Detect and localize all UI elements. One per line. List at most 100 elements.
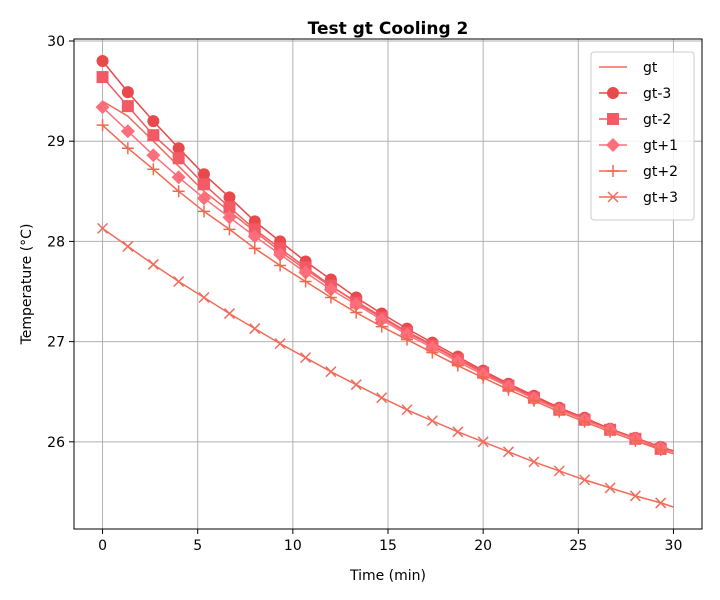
data-point [527, 394, 540, 407]
data-point [401, 404, 413, 416]
data-point [324, 291, 337, 304]
data-point [172, 185, 185, 198]
data-point [604, 425, 617, 438]
y-tick-label: 30 [47, 34, 65, 50]
data-point [223, 308, 236, 320]
legend-label: gt+1 [643, 138, 678, 154]
x-tick-label: 30 [665, 538, 683, 554]
data-point [376, 392, 388, 404]
data-point [198, 291, 210, 304]
data-point [452, 426, 464, 438]
data-point [197, 168, 210, 181]
x-tick-label: 5 [193, 538, 202, 554]
data-point [426, 346, 439, 359]
data-point [325, 366, 337, 378]
data-point [121, 142, 134, 155]
data-point [96, 119, 109, 132]
data-point [604, 482, 616, 494]
data-point [147, 258, 159, 270]
x-tick-label: 15 [379, 538, 397, 554]
legend-item: gt-3 [599, 86, 671, 102]
series-gt+2 [96, 119, 674, 456]
data-point [300, 352, 312, 364]
legend-label: gt+3 [643, 190, 678, 206]
data-point [629, 490, 641, 502]
y-axis: 26 27 28 29 30 [47, 34, 74, 451]
data-point [196, 191, 211, 206]
legend-item: gt+2 [599, 164, 678, 180]
series-layer [95, 55, 674, 509]
x-tick-label: 25 [569, 538, 587, 554]
data-point [121, 100, 134, 113]
data-point [607, 191, 619, 203]
data-point [172, 142, 185, 155]
data-point [222, 210, 237, 225]
y-tick-label: 29 [47, 134, 65, 150]
data-point [401, 333, 414, 346]
data-point [121, 86, 134, 99]
data-point [172, 152, 185, 165]
data-point [223, 223, 236, 236]
data-point [273, 247, 288, 262]
data-point [502, 446, 514, 458]
y-axis-label: Temperature (°C) [19, 224, 35, 346]
x-tick-label: 0 [98, 538, 107, 554]
data-point [147, 163, 160, 176]
data-point [477, 436, 489, 448]
legend-item: gt-2 [599, 112, 671, 128]
x-tick-label: 10 [284, 538, 302, 554]
legend-label: gt-3 [643, 86, 671, 102]
data-point [578, 415, 591, 428]
data-point [248, 242, 261, 255]
data-point [451, 359, 464, 372]
series-line [102, 227, 674, 508]
data-point [298, 265, 313, 280]
y-tick-label: 27 [47, 335, 65, 351]
data-point [146, 148, 161, 163]
data-point [607, 113, 619, 125]
data-point [375, 320, 388, 333]
x-tick-label: 20 [474, 538, 492, 554]
legend-item: gt [599, 60, 658, 76]
data-point [223, 191, 236, 204]
data-point [247, 229, 262, 244]
data-point [350, 379, 362, 391]
data-point [477, 371, 490, 384]
data-point [374, 312, 389, 327]
data-point [122, 240, 134, 252]
data-point [96, 71, 109, 84]
chart-title: Test gt Cooling 2 [308, 19, 469, 39]
data-point [197, 205, 210, 218]
legend: gt gt-3 gt-2 gt+1 gt+2 gt+3 [590, 51, 695, 221]
data-point [248, 223, 261, 236]
data-point [223, 201, 236, 214]
data-point [197, 178, 210, 191]
data-point [299, 275, 312, 288]
data-point [350, 306, 363, 319]
data-point [97, 222, 109, 234]
data-point [607, 165, 619, 177]
y-tick-label: 28 [47, 234, 65, 250]
data-point [173, 275, 185, 288]
data-point [147, 115, 160, 128]
data-point [553, 465, 565, 477]
legend-item: gt+1 [599, 138, 678, 154]
data-point [655, 497, 667, 509]
data-point [553, 405, 566, 418]
data-point [274, 259, 287, 272]
series-line [101, 124, 674, 455]
data-point [629, 434, 642, 447]
x-axis: 0 5 10 15 20 25 30 [98, 529, 682, 554]
series-gt+3 [97, 222, 674, 509]
data-point [654, 443, 667, 456]
data-point [147, 129, 160, 142]
legend-item: gt+3 [599, 190, 678, 206]
legend-label: gt-2 [643, 112, 671, 128]
legend-label: gt [643, 60, 658, 76]
data-point [349, 297, 364, 312]
data-point [95, 100, 110, 115]
data-point [607, 87, 619, 99]
data-point [274, 338, 286, 350]
data-point [249, 323, 261, 335]
